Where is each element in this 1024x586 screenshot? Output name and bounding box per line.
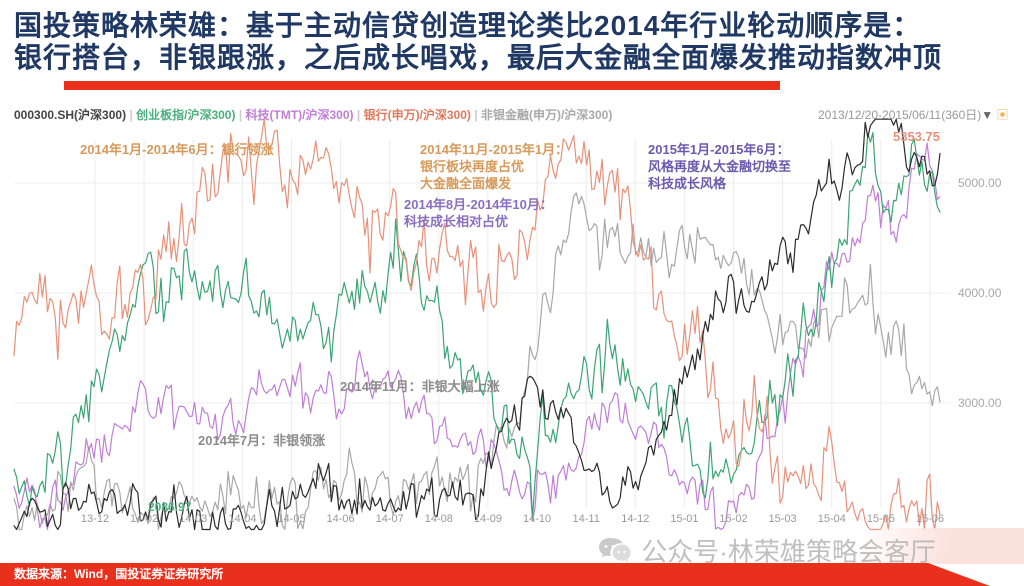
svg-text:14-12: 14-12 — [621, 513, 649, 525]
svg-text:14-05: 14-05 — [277, 513, 305, 525]
svg-text:14-08: 14-08 — [425, 513, 453, 525]
svg-text:13-12: 13-12 — [81, 513, 109, 525]
svg-text:15-02: 15-02 — [719, 513, 747, 525]
svg-text:3000.00: 3000.00 — [958, 396, 1002, 410]
svg-text:15-06: 15-06 — [916, 513, 944, 525]
svg-text:4000.00: 4000.00 — [958, 286, 1002, 300]
svg-text:14-04: 14-04 — [228, 513, 256, 525]
svg-text:15-01: 15-01 — [670, 513, 698, 525]
svg-text:14-10: 14-10 — [523, 513, 551, 525]
svg-text:14-07: 14-07 — [376, 513, 404, 525]
svg-text:14-11: 14-11 — [573, 513, 600, 525]
svg-text:15-03: 15-03 — [769, 513, 797, 525]
svg-text:15-05: 15-05 — [867, 513, 895, 525]
svg-text:14-09: 14-09 — [474, 513, 502, 525]
svg-text:5000.00: 5000.00 — [958, 176, 1002, 190]
svg-text:14-06: 14-06 — [327, 513, 355, 525]
svg-text:15-04: 15-04 — [818, 513, 846, 525]
